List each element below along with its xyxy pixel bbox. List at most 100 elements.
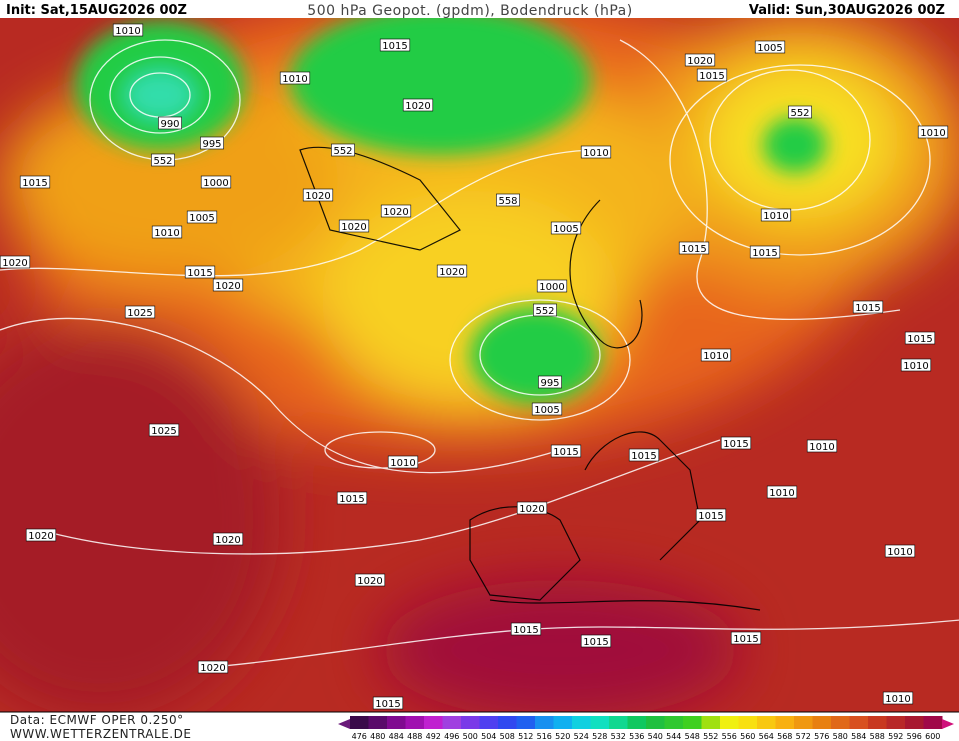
scale-label: 560 [740, 732, 755, 741]
isobar-label: 1005 [531, 402, 563, 416]
isobar-value: 1005 [189, 213, 214, 224]
scale-swatch [701, 716, 721, 729]
scale-label: 496 [444, 732, 459, 741]
scale-swatch [905, 716, 924, 729]
isobar-value: 1020 [341, 222, 366, 233]
scale-swatch [368, 716, 388, 729]
scale-swatch [775, 716, 795, 729]
isobar-label: 1020 [302, 188, 334, 202]
scale-swatch [794, 716, 813, 729]
label-box [25, 528, 57, 542]
isobar-value: 1015 [22, 178, 47, 189]
scale-swatch [350, 716, 369, 729]
label-box [331, 143, 355, 157]
scale-swatch [664, 716, 684, 729]
scale-swatch [553, 716, 573, 729]
scale-label: 504 [481, 732, 496, 741]
isobar-value: 1020 [215, 535, 240, 546]
isobar-value: 1015 [513, 625, 538, 636]
scale-swatch [720, 716, 739, 729]
isobar-label: 1010 [917, 125, 949, 139]
isobar-value: 1015 [907, 334, 932, 345]
label-box [302, 188, 334, 202]
scale-arrow-right [942, 719, 954, 729]
isobar-label: 1015 [730, 631, 762, 645]
label-box [538, 375, 562, 389]
scale-label: 528 [592, 732, 607, 741]
isobar-value: 1015 [698, 511, 723, 522]
scale-label: 520 [555, 732, 570, 741]
label-box [212, 532, 244, 546]
isobar-value: 1005 [553, 224, 578, 235]
label-box [184, 265, 216, 279]
isobar-value: 1010 [583, 148, 608, 159]
isobar-value: 1010 [887, 547, 912, 558]
label-box [766, 485, 798, 499]
isobar-label: 1015 [852, 300, 884, 314]
isobar-value: 1015 [631, 451, 656, 462]
isobar-label: 1020 [354, 573, 386, 587]
label-box [628, 448, 660, 462]
isobar-label: 1010 [806, 439, 838, 453]
scale-swatch [812, 716, 832, 729]
label-box [436, 264, 468, 278]
label-box [510, 622, 542, 636]
data-source: Data: ECMWF OPER 0.250° [10, 713, 184, 727]
isobar-value: 1010 [115, 26, 140, 37]
isobar-label: 1025 [124, 305, 156, 319]
isobar-value: 1010 [763, 211, 788, 222]
isobar-value: 1015 [855, 303, 880, 314]
isobar-value: 1020 [305, 191, 330, 202]
label-box [372, 696, 404, 710]
label-box [0, 255, 31, 269]
isobar-value: 1010 [703, 351, 728, 362]
label-box [354, 573, 386, 587]
scale-label: 544 [666, 732, 681, 741]
isobar-value: 1015 [752, 248, 777, 259]
isobar-value: 552 [790, 108, 809, 119]
label-box [678, 241, 710, 255]
isobar-value: 1015 [733, 634, 758, 645]
scale-label: 540 [648, 732, 663, 741]
isobar-label: 1015 [678, 241, 710, 255]
isobar-label: 1020 [25, 528, 57, 542]
isobar-label: 1010 [112, 23, 144, 37]
isobar-label: 995 [200, 136, 224, 150]
isobar-value: 1015 [187, 268, 212, 279]
label-box [730, 631, 762, 645]
label-box [402, 98, 434, 112]
label-box [186, 210, 218, 224]
isobar-value: 1015 [375, 699, 400, 710]
isobar-label: 1020 [516, 501, 548, 515]
isobar-value: 1020 [28, 531, 53, 542]
isobar-label: 1010 [151, 225, 183, 239]
isobar-value: 1015 [382, 41, 407, 52]
label-box [684, 53, 716, 67]
valid-time: Valid: Sun,30AUG2026 00Z [749, 3, 945, 18]
isobar-value: 990 [160, 119, 179, 130]
scale-swatch [757, 716, 776, 729]
scale-label: 476 [352, 732, 367, 741]
scale-swatch [868, 716, 887, 729]
scale-swatch [387, 716, 406, 729]
isobar-value: 1005 [534, 405, 559, 416]
isobar-label: 1015 [628, 448, 660, 462]
isobar-label: 1015 [184, 265, 216, 279]
isobar-value: 1020 [519, 504, 544, 515]
scale-swatch [646, 716, 665, 729]
scale-label: 492 [426, 732, 441, 741]
scale-swatch [535, 716, 554, 729]
website: WWW.WETTERZENTRALE.DE [10, 727, 191, 741]
scale-label: 556 [722, 732, 737, 741]
scale-swatch [572, 716, 591, 729]
label-box [212, 278, 244, 292]
isobar-value: 1010 [390, 458, 415, 469]
label-box [531, 402, 563, 416]
isobar-value: 1020 [200, 663, 225, 674]
label-box [695, 508, 727, 522]
scale-swatch [849, 716, 869, 729]
label-box [696, 68, 728, 82]
label-box [496, 193, 520, 207]
isobar-label: 1005 [754, 40, 786, 54]
